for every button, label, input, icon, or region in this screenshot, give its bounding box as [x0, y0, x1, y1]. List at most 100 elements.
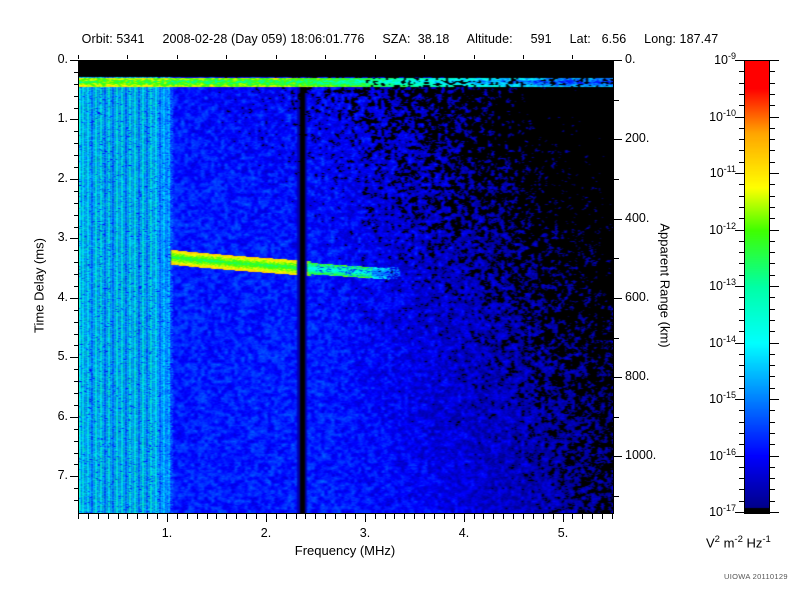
- x-axis-top-tick: [78, 55, 79, 59]
- x-axis-minor-tick: [78, 514, 79, 519]
- x-axis-minor-tick: [493, 514, 494, 519]
- y-axis-left-minor-tick: [74, 72, 78, 73]
- y-axis-right-minor-tick: [614, 179, 619, 180]
- colorbar-tick-exponent: -10: [722, 108, 736, 118]
- y-axis-left-tick-label: 6.: [57, 409, 68, 423]
- x-axis-major-tick: [167, 514, 168, 522]
- colorbar-minor-tick-right: [770, 501, 775, 502]
- colorbar-minor-tick-right: [770, 263, 775, 264]
- colorbar-unit-m: m: [719, 535, 735, 551]
- colorbar-major-tick-left: [735, 117, 744, 118]
- colorbar-minor-tick-left: [739, 297, 744, 298]
- colorbar-minor-tick-left: [739, 478, 744, 479]
- y-axis-right-minor-tick: [614, 417, 619, 418]
- colorbar-major-tick-left: [735, 60, 744, 61]
- colorbar-tick-label: 10-13: [682, 277, 736, 293]
- colorbar-tick-label: 10-10: [682, 108, 736, 124]
- colorbar-minor-tick-left: [739, 162, 744, 163]
- x-axis-top-tick: [276, 55, 277, 59]
- credit-text: UIOWA 20110129: [724, 572, 788, 581]
- y-axis-left-minor-tick: [74, 250, 78, 251]
- colorbar-minor-tick-right: [770, 320, 775, 321]
- x-axis-top-tick: [226, 55, 227, 59]
- y-axis-left-minor-tick: [74, 345, 78, 346]
- colorbar-minor-tick-right: [770, 489, 775, 490]
- y-axis-left-minor-tick: [74, 108, 78, 109]
- x-axis-minor-tick: [127, 514, 128, 519]
- x-axis-minor-tick: [602, 514, 603, 519]
- colorbar-minor-tick-right: [770, 252, 775, 253]
- y-axis-left-minor-tick: [74, 167, 78, 168]
- x-axis-minor-tick: [444, 514, 445, 519]
- colorbar-tick-exponent: -12: [722, 221, 736, 231]
- x-axis-top-tick: [127, 55, 128, 59]
- x-axis-minor-tick: [345, 514, 346, 519]
- colorbar-major-tick-left: [735, 230, 744, 231]
- y-axis-left-minor-tick: [74, 131, 78, 132]
- colorbar-minor-tick-left: [739, 309, 744, 310]
- x-axis-minor-tick: [286, 514, 287, 519]
- x-axis-minor-tick: [147, 514, 148, 519]
- colorbar-tick-exponent: -11: [723, 164, 736, 174]
- colorbar-minor-tick-left: [739, 422, 744, 423]
- y-axis-left-tick-label: 0.: [57, 52, 68, 66]
- colorbar-tick-exponent: -16: [722, 447, 736, 457]
- colorbar-major-tick-left: [735, 286, 744, 287]
- y-axis-left-major-tick: [70, 298, 78, 299]
- x-axis-minor-tick: [523, 514, 524, 519]
- colorbar-minor-tick-right: [770, 83, 775, 84]
- x-axis-minor-tick: [553, 514, 554, 519]
- colorbar-minor-tick-right: [770, 331, 775, 332]
- colorbar-minor-tick-left: [739, 467, 744, 468]
- y-axis-left-minor-tick: [74, 441, 78, 442]
- colorbar-unit-exp-3: -1: [762, 534, 771, 545]
- colorbar-panel: [744, 60, 770, 514]
- colorbar-tick-exponent: -13: [722, 277, 736, 287]
- colorbar-unit-hz: Hz: [742, 535, 763, 551]
- x-axis-minor-tick: [385, 514, 386, 519]
- x-axis-top-tick: [523, 55, 524, 59]
- colorbar-minor-tick-left: [739, 94, 744, 95]
- y-axis-left-minor-tick: [74, 262, 78, 263]
- colorbar-minor-tick-left: [739, 105, 744, 106]
- colorbar-tick-base: 10: [709, 223, 723, 238]
- x-axis-minor-tick: [335, 514, 336, 519]
- y-axis-right-minor-tick: [614, 258, 619, 259]
- colorbar-major-tick-right: [770, 60, 779, 61]
- ionogram-plot-panel: [78, 60, 614, 514]
- colorbar-minor-tick-right: [770, 444, 775, 445]
- x-axis-major-tick: [266, 514, 267, 522]
- colorbar-minor-tick-left: [739, 128, 744, 129]
- y-axis-left-major-tick: [70, 179, 78, 180]
- colorbar-minor-tick-right: [770, 196, 775, 197]
- x-axis-minor-tick: [276, 514, 277, 519]
- colorbar-tick-exponent: -9: [727, 51, 736, 61]
- y-axis-left-minor-tick: [74, 429, 78, 430]
- x-axis-minor-tick: [197, 514, 198, 519]
- y-axis-left-minor-tick: [74, 310, 78, 311]
- x-axis-tick-label: 5.: [557, 526, 569, 540]
- x-axis-minor-tick: [246, 514, 247, 519]
- y-axis-right-tick-label: 800.: [625, 369, 650, 383]
- y-axis-left-minor-tick: [74, 322, 78, 323]
- colorbar-minor-tick-left: [739, 331, 744, 332]
- y-axis-left-major-tick: [70, 417, 78, 418]
- colorbar-minor-tick-left: [739, 207, 744, 208]
- colorbar-minor-tick-left: [739, 241, 744, 242]
- colorbar-minor-tick-right: [770, 275, 775, 276]
- colorbar-minor-tick-right: [770, 139, 775, 140]
- colorbar-unit-exp-2: -2: [734, 534, 743, 545]
- x-axis-top-tick: [424, 55, 425, 59]
- y-axis-right-tick-label: 400.: [625, 211, 650, 225]
- x-axis-major-tick: [365, 514, 366, 522]
- colorbar-major-tick-left: [735, 399, 744, 400]
- y-axis-left-minor-tick: [74, 286, 78, 287]
- x-axis-major-tick: [464, 514, 465, 522]
- x-axis-minor-tick: [503, 514, 504, 519]
- y-axis-left-major-tick: [70, 119, 78, 120]
- colorbar-major-tick-left: [735, 456, 744, 457]
- x-axis-minor-tick: [98, 514, 99, 519]
- y-axis-left-tick-label: 3.: [57, 230, 68, 244]
- colorbar-tick-base: 10: [709, 392, 723, 407]
- colorbar-minor-tick-right: [770, 184, 775, 185]
